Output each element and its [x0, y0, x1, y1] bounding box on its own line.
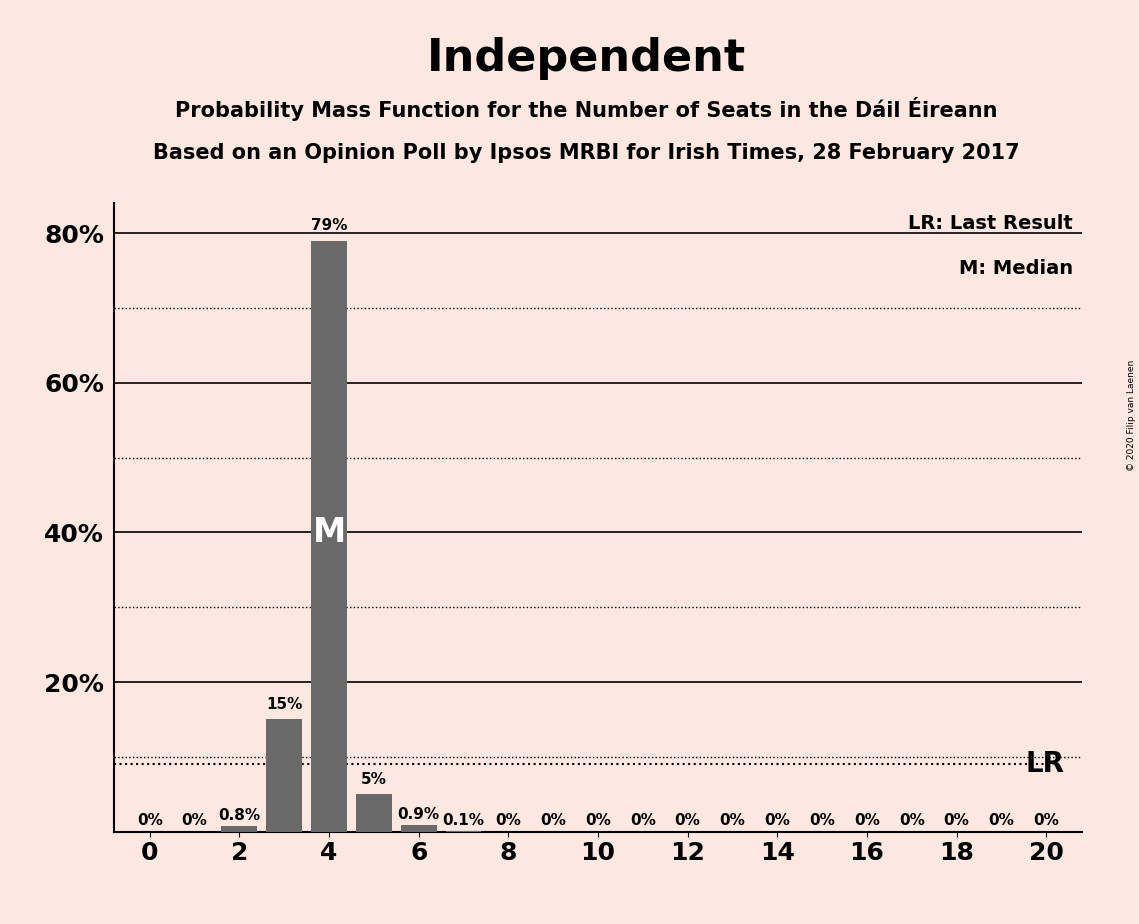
Text: LR: LR — [1025, 750, 1064, 778]
Text: Probability Mass Function for the Number of Seats in the Dáil Éireann: Probability Mass Function for the Number… — [175, 97, 998, 121]
Text: 0%: 0% — [809, 813, 835, 828]
Text: 0.1%: 0.1% — [443, 813, 484, 828]
Bar — [355, 795, 392, 832]
Text: 0%: 0% — [630, 813, 656, 828]
Text: 0%: 0% — [854, 813, 879, 828]
Text: 0%: 0% — [943, 813, 969, 828]
Text: 0%: 0% — [674, 813, 700, 828]
Text: 79%: 79% — [311, 218, 347, 233]
Bar — [221, 826, 257, 832]
Text: 0%: 0% — [181, 813, 207, 828]
Text: Independent: Independent — [427, 37, 746, 80]
Text: 0.8%: 0.8% — [219, 808, 261, 822]
Text: 0%: 0% — [585, 813, 611, 828]
Text: 5%: 5% — [361, 772, 387, 786]
Text: 0.9%: 0.9% — [398, 807, 440, 821]
Text: © 2020 Filip van Laenen: © 2020 Filip van Laenen — [1126, 360, 1136, 471]
Text: 0%: 0% — [137, 813, 163, 828]
Text: 0%: 0% — [899, 813, 925, 828]
Text: LR: Last Result: LR: Last Result — [908, 214, 1073, 233]
Text: 0%: 0% — [540, 813, 566, 828]
Text: M: M — [312, 516, 345, 549]
Text: M: Median: M: Median — [959, 259, 1073, 278]
Text: 0%: 0% — [495, 813, 522, 828]
Text: 0%: 0% — [989, 813, 1015, 828]
Text: 15%: 15% — [267, 697, 303, 711]
Text: Based on an Opinion Poll by Ipsos MRBI for Irish Times, 28 February 2017: Based on an Opinion Poll by Ipsos MRBI f… — [154, 143, 1019, 164]
Bar — [401, 825, 436, 832]
Bar — [267, 720, 302, 832]
Text: 0%: 0% — [720, 813, 745, 828]
Text: 0%: 0% — [1033, 813, 1059, 828]
Text: 0%: 0% — [764, 813, 790, 828]
Bar — [311, 240, 347, 832]
